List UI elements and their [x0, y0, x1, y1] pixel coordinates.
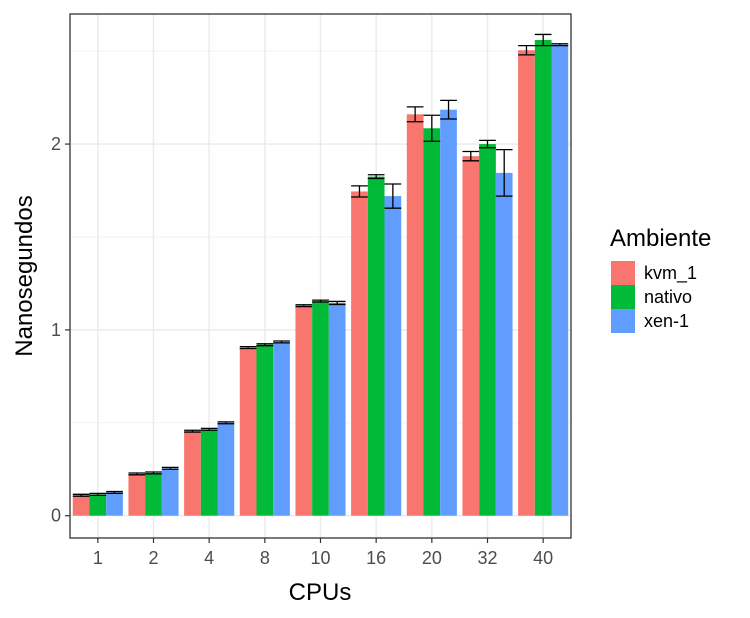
- legend-title: Ambiente: [610, 225, 711, 252]
- y-tick-label: 0: [51, 506, 61, 526]
- errorbars-layer: [72, 33, 569, 497]
- y-tick-label: 2: [51, 134, 61, 154]
- bar-kvm_1-16: [351, 191, 368, 516]
- bar-kvm_1-40: [518, 50, 535, 516]
- legend-key-xen-1: [611, 309, 635, 333]
- bar-nativo-2: [145, 472, 162, 516]
- bar-nativo-40: [534, 40, 552, 516]
- bar-kvm_1-1: [72, 495, 90, 516]
- x-tick-label: 1: [93, 548, 103, 568]
- bars-layer: [72, 40, 569, 516]
- bar-nativo-1: [89, 494, 107, 516]
- bar-nativo-20: [423, 128, 441, 516]
- bar-nativo-32: [479, 144, 496, 516]
- x-tick-label: 10: [310, 548, 330, 568]
- bar-kvm_1-32: [462, 156, 480, 516]
- y-axis-label: Nanosegundos: [11, 195, 38, 356]
- x-tick-label: 2: [148, 548, 158, 568]
- x-tick-label: 16: [366, 548, 386, 568]
- x-axis-label: CPUs: [289, 579, 352, 606]
- bar-nativo-8: [256, 344, 274, 516]
- legend-key-kvm_1: [611, 261, 635, 285]
- y-tick-label: 1: [51, 320, 61, 340]
- x-tick-label: 4: [204, 548, 214, 568]
- legend-key-nativo: [611, 285, 635, 309]
- bar-kvm_1-20: [406, 114, 424, 516]
- bar-nativo-4: [200, 429, 218, 516]
- bar-xen-1-40: [551, 44, 569, 516]
- x-tick-label: 32: [477, 548, 497, 568]
- bar-xen-1-4: [217, 422, 235, 516]
- bar-nativo-16: [367, 176, 385, 516]
- bar-kvm_1-4: [184, 431, 201, 516]
- y-axis: 0 1 2: [51, 134, 70, 526]
- x-tick-label: 40: [533, 548, 553, 568]
- x-axis: 1 2 4 8 10 16 20 32 40: [93, 538, 553, 568]
- bar-xen-1-8: [273, 341, 290, 516]
- bar-xen-1-10: [328, 302, 346, 516]
- x-tick-label: 20: [422, 548, 442, 568]
- legend-label-nativo: nativo: [644, 287, 692, 307]
- x-tick-label: 8: [260, 548, 270, 568]
- bar-nativo-10: [312, 301, 329, 516]
- bar-kvm_1-10: [295, 305, 313, 516]
- bar-xen-1-2: [161, 468, 179, 516]
- legend-label-kvm_1: kvm_1: [644, 263, 697, 284]
- bar-xen-1-1: [106, 492, 123, 516]
- bar-kvm_1-2: [128, 473, 146, 516]
- bar-xen-1-20: [440, 109, 457, 516]
- bar-xen-1-16: [384, 196, 402, 516]
- legend-label-xen-1: xen-1: [644, 311, 689, 331]
- bar-kvm_1-8: [239, 347, 257, 516]
- bar-xen-1-32: [495, 172, 513, 516]
